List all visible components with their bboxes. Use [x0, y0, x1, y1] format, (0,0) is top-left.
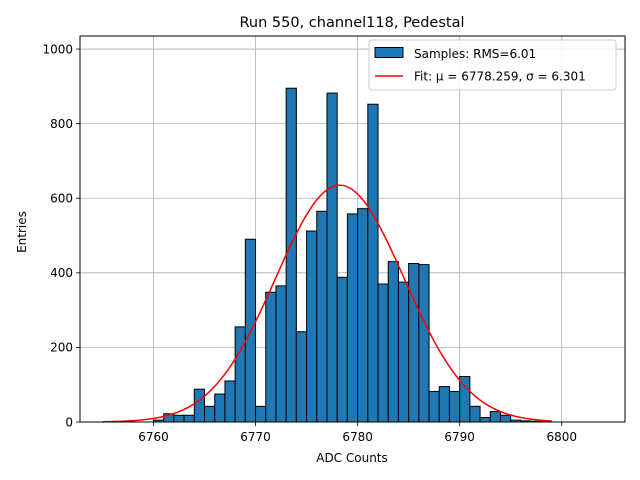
- y-tick-label: 600: [50, 192, 73, 206]
- x-axis-label: ADC Counts: [316, 451, 388, 465]
- gaussian-fit-curve: [102, 184, 552, 423]
- x-tick-label: 6780: [342, 430, 373, 444]
- histogram-bar: [459, 376, 471, 423]
- y-axis-label: Entries: [15, 211, 29, 253]
- x-tick-label: 6790: [444, 430, 475, 444]
- histogram-bars: [152, 87, 553, 423]
- axes-frame: [79, 35, 626, 423]
- histogram-bar: [285, 87, 297, 423]
- legend-samples-patch-icon: [374, 47, 404, 58]
- histogram-bar: [428, 390, 440, 423]
- histogram-bar: [173, 414, 185, 423]
- histogram-bar: [295, 331, 308, 423]
- histogram-bar: [367, 103, 379, 423]
- histogram-bar: [255, 405, 267, 423]
- histogram-bar: [214, 393, 226, 423]
- histogram-bar: [387, 261, 399, 423]
- y-tick-label: 1000: [42, 42, 73, 56]
- histogram-bar: [489, 411, 501, 423]
- histogram-bar: [397, 281, 410, 423]
- histogram-bar: [377, 283, 389, 423]
- histogram-bar: [306, 230, 318, 423]
- histogram-bar: [479, 417, 491, 423]
- histogram-bar: [418, 264, 430, 423]
- legend-samples-label: Samples: RMS=6.01: [414, 47, 536, 61]
- histogram-bar: [408, 262, 420, 423]
- histogram-bar: [469, 405, 481, 423]
- legend-fit-label: Fit: μ = 6778.259, σ = 6.301: [414, 70, 586, 84]
- histogram-bar: [265, 291, 277, 423]
- histogram-bar: [357, 208, 369, 423]
- histogram-bar: [204, 405, 216, 423]
- chart-title: Run 550, channel118, Pedestal: [239, 15, 464, 31]
- axis-ticks: 6760 6770 6780 6790 6800 0 200 400 600 800 1000: [42, 42, 577, 444]
- histogram-bar: [438, 386, 450, 423]
- y-tick-label: 0: [65, 415, 73, 429]
- legend-box: [368, 39, 617, 91]
- histogram-bar: [499, 414, 512, 423]
- histogram-bar: [224, 380, 236, 423]
- histogram-bar: [336, 276, 348, 423]
- x-tick-label: 6760: [138, 430, 169, 444]
- y-tick-label: 800: [50, 117, 73, 131]
- legend: Samples: RMS=6.01 Fit: μ = 6778.259, σ =…: [368, 39, 617, 91]
- histogram-bar: [448, 390, 461, 423]
- fit-curve-layer: [102, 184, 552, 423]
- histogram-bar: [326, 92, 338, 423]
- histogram-bar: [346, 213, 359, 423]
- y-tick-label: 400: [50, 266, 73, 280]
- histogram-bar: [193, 388, 206, 423]
- y-tick-label: 200: [50, 341, 73, 355]
- histogram-bar: [275, 285, 287, 423]
- x-tick-label: 6770: [240, 430, 271, 444]
- histogram-bar: [183, 414, 195, 423]
- histogram-bar: [234, 326, 246, 423]
- histogram-bar: [316, 210, 328, 423]
- x-tick-label: 6800: [546, 430, 577, 444]
